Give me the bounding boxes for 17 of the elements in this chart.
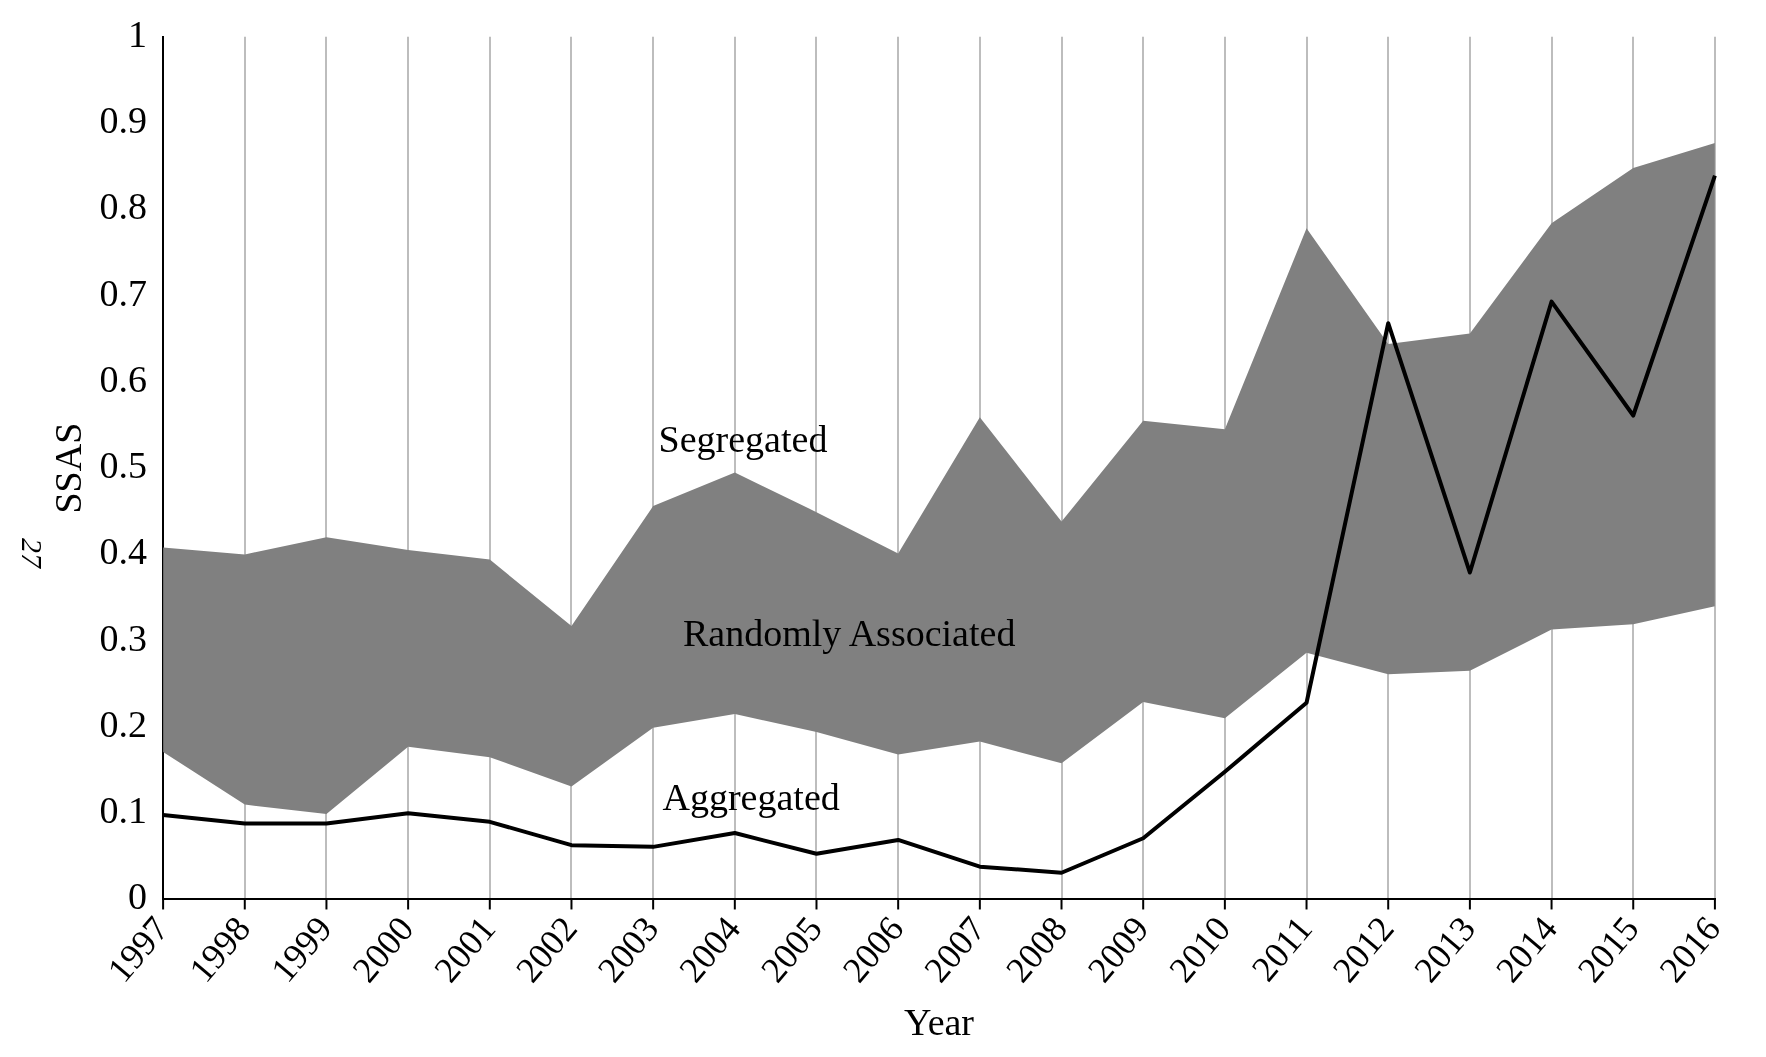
y-tick-label: 1 bbox=[128, 12, 148, 55]
y-axis-title: SSAS bbox=[46, 422, 89, 514]
y-tick-label: 0.2 bbox=[99, 702, 148, 745]
annotation: Randomly Associated bbox=[682, 612, 1016, 655]
y-tick-label: 0.7 bbox=[99, 271, 148, 314]
y-tick-label: 0.8 bbox=[99, 185, 148, 228]
y-tick-label: 0.5 bbox=[99, 444, 148, 487]
y-tick-label: 0.1 bbox=[99, 789, 148, 832]
text: 27 bbox=[16, 538, 50, 570]
y-tick-label: 0.6 bbox=[99, 357, 148, 400]
annotation: Segregated bbox=[658, 418, 828, 461]
y-tick-label: 0.4 bbox=[99, 530, 148, 573]
y-tick-label: 0 bbox=[128, 875, 148, 918]
y-tick-label: 0.9 bbox=[99, 99, 148, 142]
x-axis-title: Year bbox=[903, 1001, 975, 1044]
y-tick-label: 0.3 bbox=[99, 616, 148, 659]
annotation: Aggregated bbox=[662, 776, 840, 819]
